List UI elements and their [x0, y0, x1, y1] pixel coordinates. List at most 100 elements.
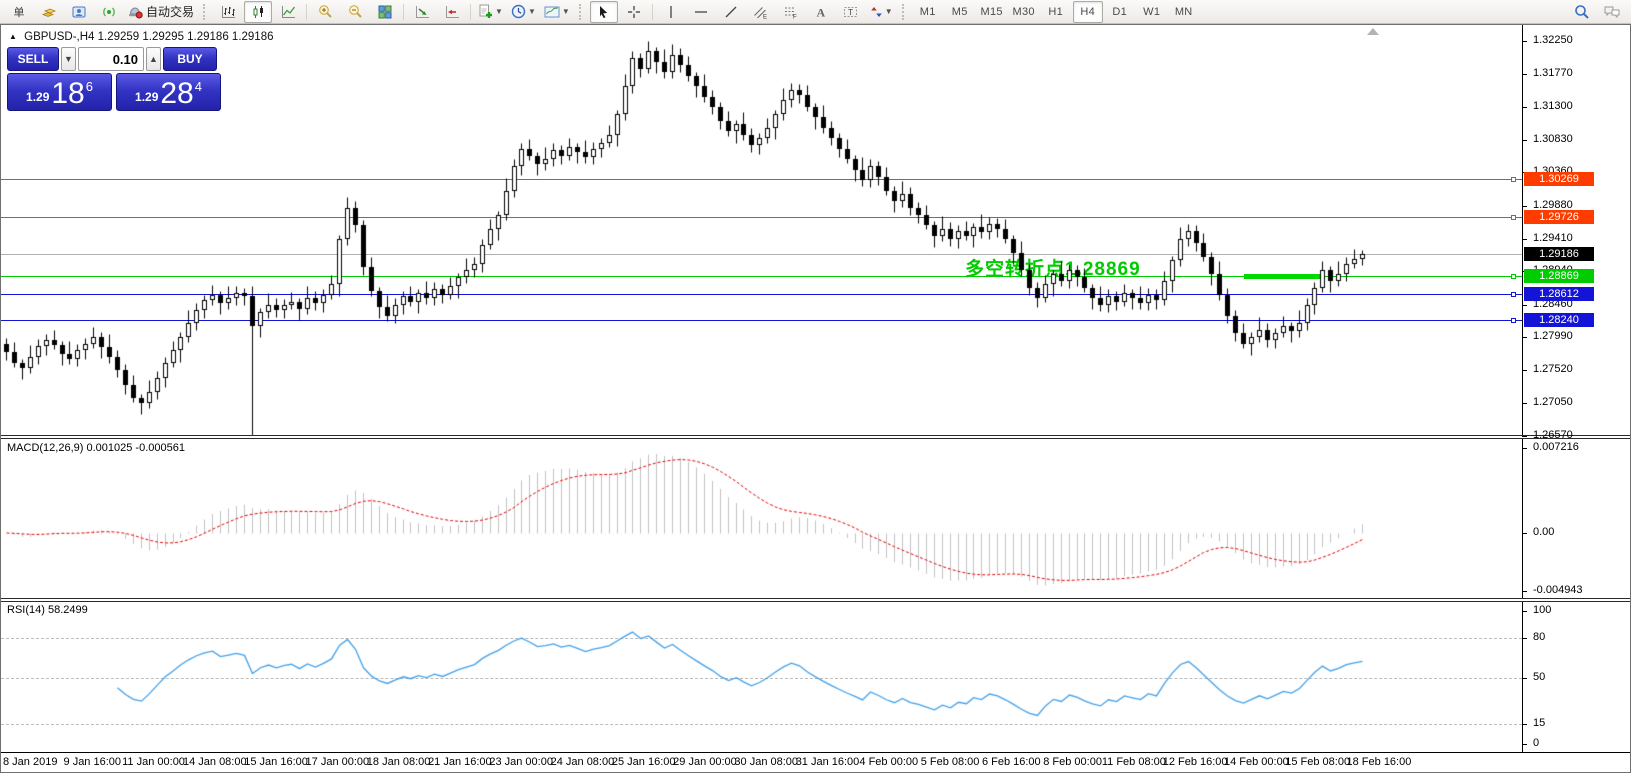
rsi-scale-tick — [1522, 724, 1527, 726]
candlestick-chart-button[interactable] — [244, 0, 273, 23]
fibonacci-icon: F — [783, 5, 798, 19]
volume-decrease-button[interactable]: ▼ — [61, 47, 76, 71]
tf-h4-button[interactable]: H4 — [1072, 0, 1103, 23]
level-line-handle[interactable] — [1511, 318, 1516, 323]
macd-ind-label: MACD(12,26,9) 0.001025 -0.000561 — [7, 442, 185, 454]
date-axis-label: 31 Jan 16:00 — [795, 756, 860, 768]
macd-pane-divider[interactable] — [1, 435, 1630, 439]
tile-windows-icon — [378, 5, 392, 19]
tf-m1-button-label: M1 — [919, 5, 936, 18]
zoom-in-button[interactable] — [311, 1, 339, 23]
toolbar-right-group — [1567, 1, 1627, 23]
collapse-arrow-icon[interactable]: ▲ — [9, 32, 17, 41]
chart-symbol-label: GBPUSD-,H4 — [24, 31, 95, 43]
rsi-scale-tick — [1522, 637, 1527, 639]
tf-m15-button[interactable]: M15 — [977, 1, 1007, 23]
tf-h1-button[interactable]: H1 — [1041, 1, 1071, 23]
arrows-button[interactable]: ▼ — [867, 1, 896, 23]
chevron-down-icon: ▼ — [527, 7, 536, 16]
macd-scale-tick — [1522, 591, 1527, 593]
date-axis-label: 21 Jan 16:00 — [428, 756, 492, 768]
crosshair-button[interactable] — [620, 1, 648, 23]
bar-chart-button[interactable] — [214, 1, 242, 23]
price-chart-canvas[interactable] — [1, 25, 1522, 773]
rsi-pane-divider[interactable] — [1, 598, 1630, 602]
rsi-scale-label: 15 — [1533, 717, 1546, 730]
signals-button[interactable] — [95, 1, 123, 23]
level-line-handle[interactable] — [1511, 292, 1516, 297]
indicators-button[interactable]: ▼ — [475, 1, 506, 23]
templates-button[interactable]: ▼ — [541, 1, 573, 23]
search-button[interactable] — [1568, 1, 1596, 23]
vertical-line-button[interactable] — [657, 1, 685, 23]
macd-scale-tick — [1522, 447, 1527, 449]
equidistant-channel-button[interactable]: E — [747, 1, 775, 23]
signal-icon — [102, 5, 116, 19]
horizontal-line-button[interactable] — [687, 1, 715, 23]
line-chart-button[interactable] — [274, 1, 302, 23]
zoom-out-button[interactable] — [341, 1, 369, 23]
price-axis-tick — [1522, 337, 1527, 339]
autotrading-button-label: 自动交易 — [146, 5, 195, 19]
new-order-button[interactable]: 单 — [5, 1, 33, 23]
chat-icon — [1603, 5, 1621, 19]
svg-text:T: T — [848, 8, 853, 17]
price-axis-border — [1522, 25, 1523, 752]
svg-text:E: E — [763, 14, 767, 19]
new-order-button-label: 单 — [13, 6, 25, 19]
date-axis-label: 25 Jan 16:00 — [611, 756, 676, 768]
tf-d1-button-label: D1 — [1112, 5, 1128, 18]
tf-d1-button[interactable]: D1 — [1105, 1, 1135, 23]
tf-mn-button[interactable]: MN — [1169, 1, 1199, 23]
fibonacci-button[interactable]: F — [777, 1, 805, 23]
buy-button[interactable]: BUY — [163, 47, 217, 71]
sell-price-display[interactable]: 1.29 18 6 — [7, 73, 112, 111]
level-line-handle[interactable] — [1511, 177, 1516, 182]
buy-price-display[interactable]: 1.29 28 4 — [116, 73, 221, 111]
level-line-handle[interactable] — [1511, 274, 1516, 279]
chat-button[interactable] — [1598, 1, 1626, 23]
scroll-to-end-marker-icon — [1367, 28, 1379, 35]
price-level-badge: 1.28612 — [1524, 287, 1594, 301]
chevron-up-icon: ▲ — [149, 54, 158, 64]
date-axis-label: 14 Feb 00:00 — [1223, 756, 1289, 768]
chevron-down-icon: ▼ — [884, 7, 893, 16]
sell-button[interactable]: SELL — [7, 47, 59, 71]
tf-h1-button-label: H1 — [1048, 5, 1064, 18]
price-axis-tick — [1522, 107, 1527, 109]
date-axis-label: 4 Feb 00:00 — [859, 756, 919, 768]
profile-button[interactable] — [65, 1, 93, 23]
tf-m30-button[interactable]: M30 — [1009, 1, 1039, 23]
macd-scale-tick — [1522, 533, 1527, 534]
price-axis-tick — [1522, 74, 1527, 76]
tf-m1-button[interactable]: M1 — [913, 1, 943, 23]
buy-price-prefix: 1.29 — [135, 90, 159, 104]
deposit-button[interactable] — [35, 1, 63, 23]
text-label-button[interactable]: T — [837, 1, 865, 23]
text-button[interactable]: A — [807, 1, 835, 23]
tf-w1-button[interactable]: W1 — [1137, 1, 1167, 23]
tile-windows-button[interactable] — [371, 1, 399, 23]
auto-scroll-button[interactable] — [408, 1, 436, 23]
price-axis-tick — [1522, 436, 1527, 437]
cursor-button[interactable] — [589, 0, 618, 23]
chevron-down-icon: ▼ — [561, 7, 570, 16]
chart-shift-button[interactable] — [438, 1, 466, 23]
trendline-button[interactable] — [717, 1, 745, 23]
volume-increase-button[interactable]: ▲ — [146, 47, 161, 71]
price-axis-tick-label: 1.27990 — [1533, 330, 1573, 343]
trendline-icon — [724, 5, 738, 19]
periods-button[interactable]: ▼ — [508, 1, 539, 23]
buy-price-pipette: 4 — [194, 79, 202, 94]
date-axis-label: 8 Jan 2019 — [3, 756, 58, 768]
arrows-icon — [870, 5, 883, 19]
volume-input[interactable] — [78, 47, 144, 71]
level-line-handle[interactable] — [1511, 215, 1516, 220]
autotrading-button[interactable]: 自动交易 — [125, 1, 197, 23]
date-axis-label: 18 Jan 08:00 — [366, 756, 431, 768]
sell-price-pipette: 6 — [85, 79, 93, 94]
rsi-scale-tick — [1522, 611, 1527, 612]
chart-ohlc-label: 1.29259 1.29295 1.29186 1.29186 — [97, 31, 274, 43]
tf-m5-button[interactable]: M5 — [945, 1, 975, 23]
price-axis-tick — [1522, 205, 1527, 207]
